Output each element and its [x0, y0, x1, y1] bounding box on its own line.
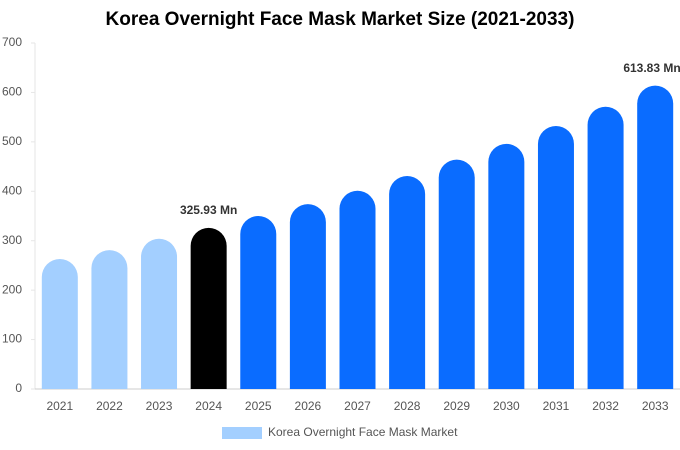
x-tick-label: 2033: [642, 399, 669, 413]
bar: [389, 175, 426, 389]
x-tick-label: 2025: [245, 399, 272, 413]
bar: [240, 216, 277, 389]
value-label: 325.93 Mn: [180, 203, 237, 217]
bar: [41, 259, 78, 389]
bar: [587, 106, 624, 390]
y-tick-label: 600: [2, 85, 22, 99]
legend-swatch: [222, 427, 262, 439]
x-tick-label: 2030: [493, 399, 520, 413]
legend-label: Korea Overnight Face Mask Market: [268, 425, 458, 439]
bar: [339, 190, 376, 389]
y-tick-label: 400: [2, 183, 22, 197]
bar: [488, 143, 525, 389]
x-tick-label: 2027: [344, 399, 371, 413]
x-tick-label: 2026: [295, 399, 322, 413]
x-tick-label: 2029: [443, 399, 470, 413]
y-tick-label: 500: [2, 134, 22, 148]
x-tick-label: 2023: [146, 399, 173, 413]
x-tick-label: 2021: [46, 399, 73, 413]
y-tick-label: 700: [2, 35, 22, 49]
chart-title: Korea Overnight Face Mask Market Size (2…: [106, 9, 575, 30]
bar: [91, 250, 128, 389]
y-tick-label: 200: [2, 282, 22, 296]
y-tick-label: 0: [15, 381, 22, 395]
bar: [537, 126, 574, 390]
bar: [141, 238, 178, 389]
x-tick-label: 2032: [592, 399, 619, 413]
x-tick-label: 2028: [394, 399, 421, 413]
bar: [438, 159, 475, 389]
y-tick-label: 100: [2, 332, 22, 346]
x-tick-label: 2024: [195, 399, 222, 413]
value-label: 613.83 Mn: [623, 61, 680, 75]
x-tick-label: 2031: [543, 399, 570, 413]
x-tick-label: 2022: [96, 399, 123, 413]
bar: [637, 85, 674, 390]
bar: [190, 227, 227, 389]
bar: [289, 204, 326, 389]
y-tick-label: 300: [2, 233, 22, 247]
